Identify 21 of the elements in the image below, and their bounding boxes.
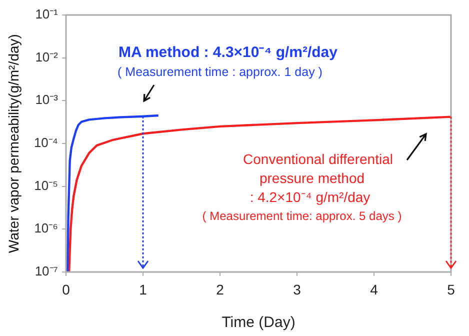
annotation: ( Measurement time : approx. 1 day ) <box>118 65 322 79</box>
x-axis-title: Time (Day) <box>222 314 296 332</box>
y-tick-label: 10⁻⁶ <box>34 220 58 236</box>
annotation: ( Measurement time: approx. 5 days ) <box>202 209 402 223</box>
x-tick-label: 2 <box>216 281 224 298</box>
x-tick-label: 0 <box>62 281 70 298</box>
x-tick-label: 4 <box>370 281 378 298</box>
y-tick-label: 10⁻⁴ <box>34 135 58 150</box>
y-tick-label: 10⁻⁷ <box>34 264 58 279</box>
annotation: MA method : 4.3×10⁻⁴ g/m²/day <box>118 44 338 61</box>
y-axis-title: Water vapor permeability(g/m²/day) <box>5 34 22 253</box>
y-tick-label: 10⁻² <box>35 49 59 64</box>
annotation: : 4.2×10⁻⁴ g/m²/day <box>250 189 370 205</box>
x-tick-label: 1 <box>139 281 148 298</box>
x-tick-label: 5 <box>447 281 456 298</box>
y-tick-label: 10⁻³ <box>35 92 59 108</box>
y-tick-label: 10⁻⁵ <box>34 178 58 193</box>
x-tick-label: 3 <box>293 281 302 298</box>
y-tick-label: 10⁻¹ <box>35 6 59 22</box>
annotation: Conventional differential <box>243 151 393 167</box>
annotation: pressure method <box>259 170 365 186</box>
